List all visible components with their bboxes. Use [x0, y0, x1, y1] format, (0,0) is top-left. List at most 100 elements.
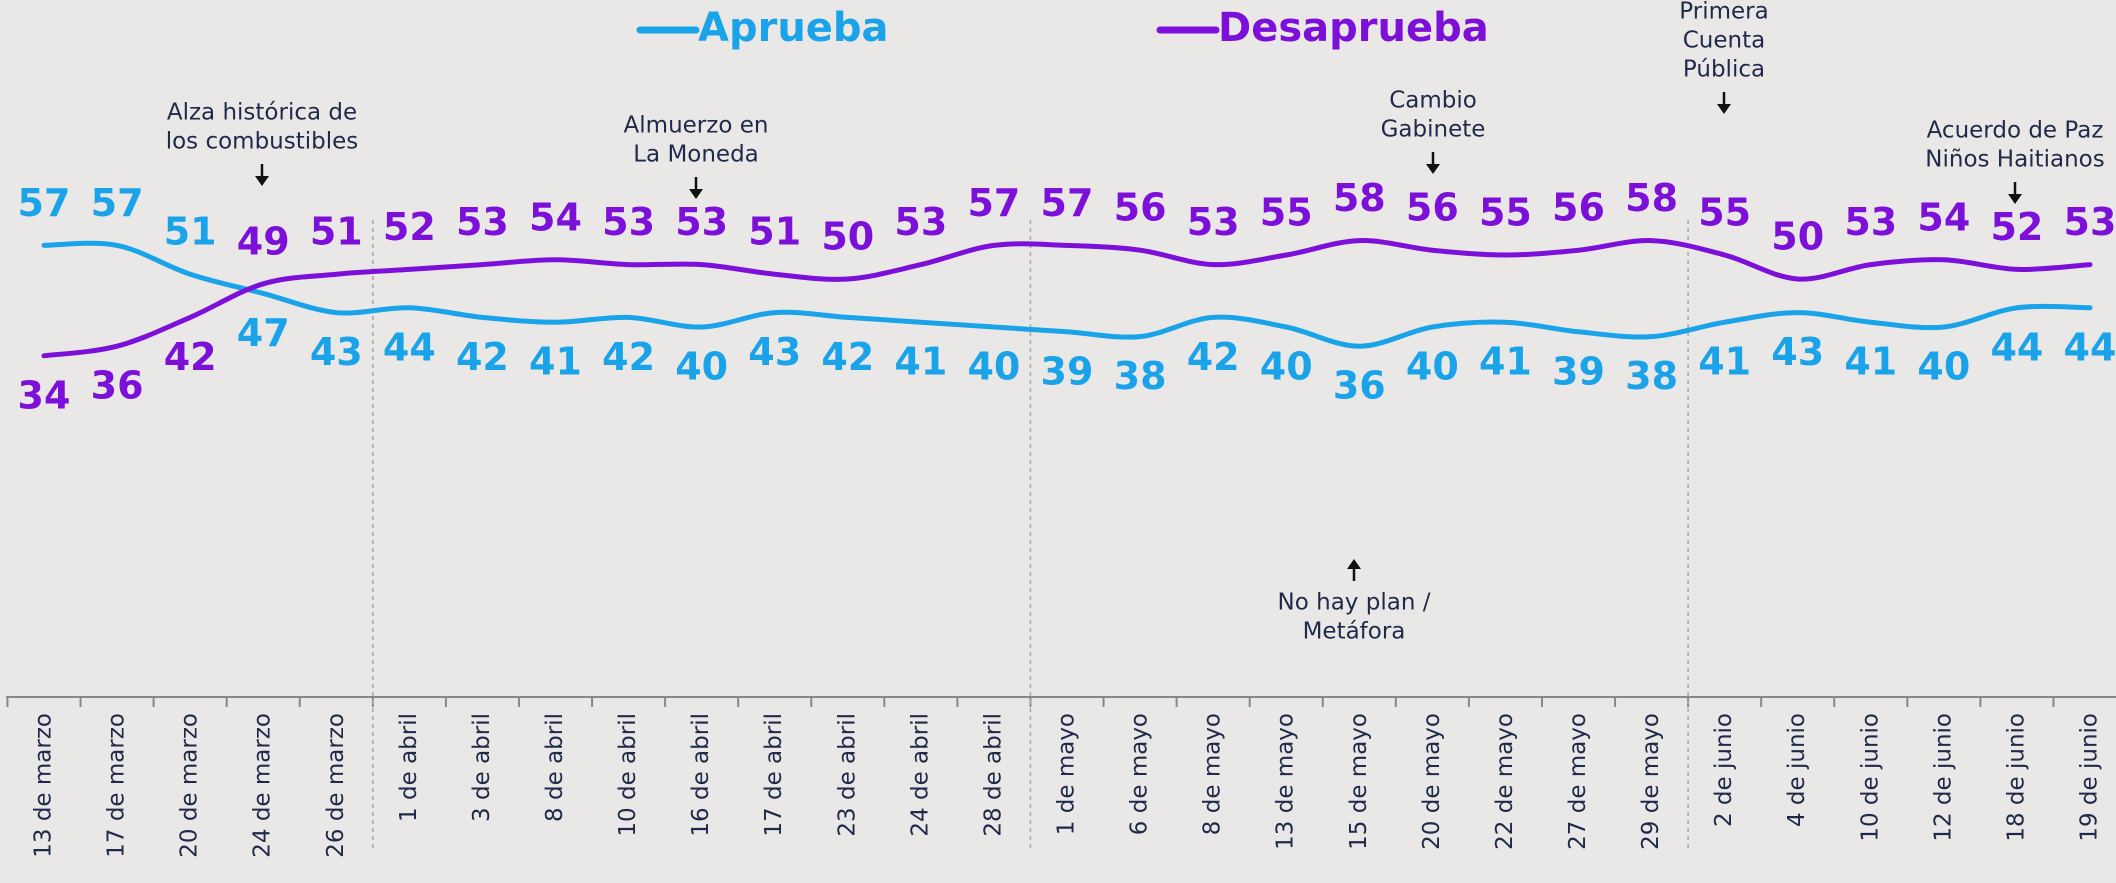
- value-label: 57: [18, 181, 71, 225]
- x-tick-label: 13 de marzo: [31, 713, 57, 858]
- value-label: 40: [1917, 345, 1970, 389]
- value-label: 43: [310, 330, 363, 374]
- value-label: 56: [1114, 186, 1167, 230]
- x-tick-label: 10 de abril: [615, 713, 641, 837]
- annotation: Almuerzo en: [624, 113, 769, 139]
- value-label: 55: [1698, 191, 1751, 235]
- x-tick-label: 19 de junio: [2077, 713, 2103, 842]
- annotation: Gabinete: [1381, 117, 1486, 143]
- value-label: 53: [675, 200, 728, 244]
- value-label: 39: [1552, 349, 1605, 393]
- value-label: 54: [1917, 195, 1970, 239]
- x-tick-label: 3 de abril: [469, 713, 495, 822]
- annotation: Acuerdo de Paz: [1927, 118, 2104, 144]
- value-label: 50: [1771, 215, 1824, 259]
- value-label: 51: [310, 210, 363, 254]
- value-label: 41: [1698, 340, 1751, 384]
- value-label: 57: [967, 181, 1020, 225]
- value-label: 40: [1406, 345, 1459, 389]
- value-label: 42: [164, 335, 217, 379]
- x-tick-label: 1 de mayo: [1054, 713, 1080, 835]
- value-label: 56: [1552, 186, 1605, 230]
- value-label: 51: [164, 210, 217, 254]
- annotation-arrowhead: [1347, 559, 1361, 569]
- annotation: Metáfora: [1303, 619, 1406, 645]
- value-label: 44: [383, 325, 436, 369]
- x-tick-label: 17 de marzo: [104, 713, 130, 858]
- value-label: 44: [1990, 325, 2043, 369]
- x-tick-label: 12 de junio: [1930, 713, 1956, 842]
- x-tick-label: 28 de abril: [980, 713, 1006, 837]
- value-label: 39: [1041, 349, 1094, 393]
- annotation: Primera: [1679, 0, 1768, 25]
- legend-label: Aprueba: [698, 5, 889, 51]
- annotation: Cuenta: [1683, 28, 1765, 54]
- value-label: 56: [1406, 186, 1459, 230]
- value-label: 36: [91, 364, 144, 408]
- x-tick-label: 22 de mayo: [1492, 713, 1518, 850]
- annotation: Cambio: [1389, 88, 1477, 114]
- x-tick-label: 17 de abril: [761, 713, 787, 837]
- value-label: 42: [602, 335, 655, 379]
- annotation: los combustibles: [166, 129, 359, 155]
- x-tick-label: 16 de abril: [688, 713, 714, 837]
- value-label: 42: [456, 335, 509, 379]
- value-label: 52: [383, 205, 436, 249]
- value-label: 41: [1844, 340, 1897, 384]
- value-label: 50: [821, 215, 874, 259]
- value-label: 36: [1333, 364, 1386, 408]
- x-tick-label: 1 de abril: [396, 713, 422, 822]
- value-label: 38: [1114, 354, 1167, 398]
- value-label: 43: [748, 330, 801, 374]
- x-tick-label: 26 de marzo: [323, 713, 349, 858]
- annotation-arrowhead: [1426, 164, 1440, 174]
- value-label: 47: [237, 311, 290, 355]
- line: [41, 240, 2093, 349]
- value-label: 58: [1333, 176, 1386, 220]
- value-label: 53: [2064, 200, 2116, 244]
- value-label: 52: [1990, 205, 2043, 249]
- annotation-arrowhead: [689, 189, 703, 199]
- x-tick-label: 29 de mayo: [1638, 713, 1664, 850]
- value-label: 53: [1844, 200, 1897, 244]
- value-label: 42: [1187, 335, 1240, 379]
- value-label: 57: [1041, 181, 1094, 225]
- annotation-arrowhead: [2008, 194, 2022, 204]
- x-tick-label: 4 de junio: [1784, 713, 1810, 827]
- value-label: 53: [456, 200, 509, 244]
- value-label: 53: [1187, 200, 1240, 244]
- x-tick-label: 8 de mayo: [1200, 713, 1226, 835]
- value-label: 41: [894, 340, 947, 384]
- annotation: No hay plan /: [1278, 590, 1431, 616]
- x-tick-label: 15 de mayo: [1346, 713, 1372, 850]
- annotation: Alza histórica de: [167, 100, 357, 126]
- x-tick-label: 20 de mayo: [1419, 713, 1445, 850]
- value-label: 44: [2064, 325, 2116, 369]
- value-label: 41: [1479, 340, 1532, 384]
- value-label: 58: [1625, 176, 1678, 220]
- value-label: 40: [967, 345, 1020, 389]
- x-tick-label: 23 de abril: [834, 713, 860, 837]
- value-label: 43: [1771, 330, 1824, 374]
- value-label: 51: [748, 210, 801, 254]
- legend-label: Desaprueba: [1218, 5, 1489, 51]
- value-label: 34: [18, 373, 71, 417]
- x-tick-label: 10 de junio: [1857, 713, 1883, 842]
- value-label: 40: [675, 345, 728, 389]
- value-label: 55: [1260, 191, 1313, 235]
- x-tick-label: 18 de junio: [2003, 713, 2029, 842]
- x-tick-label: 20 de marzo: [177, 713, 203, 858]
- value-label: 38: [1625, 354, 1678, 398]
- x-tick-label: 24 de marzo: [250, 713, 276, 858]
- value-label: 49: [237, 219, 290, 263]
- value-label: 40: [1260, 345, 1313, 389]
- x-tick-label: 8 de abril: [542, 713, 568, 822]
- value-label: 57: [91, 181, 144, 225]
- value-label: 41: [529, 340, 582, 384]
- annotation: Pública: [1683, 57, 1765, 83]
- annotation-arrowhead: [255, 176, 269, 186]
- x-tick-label: 6 de mayo: [1127, 713, 1153, 835]
- x-tick-label: 27 de mayo: [1565, 713, 1591, 850]
